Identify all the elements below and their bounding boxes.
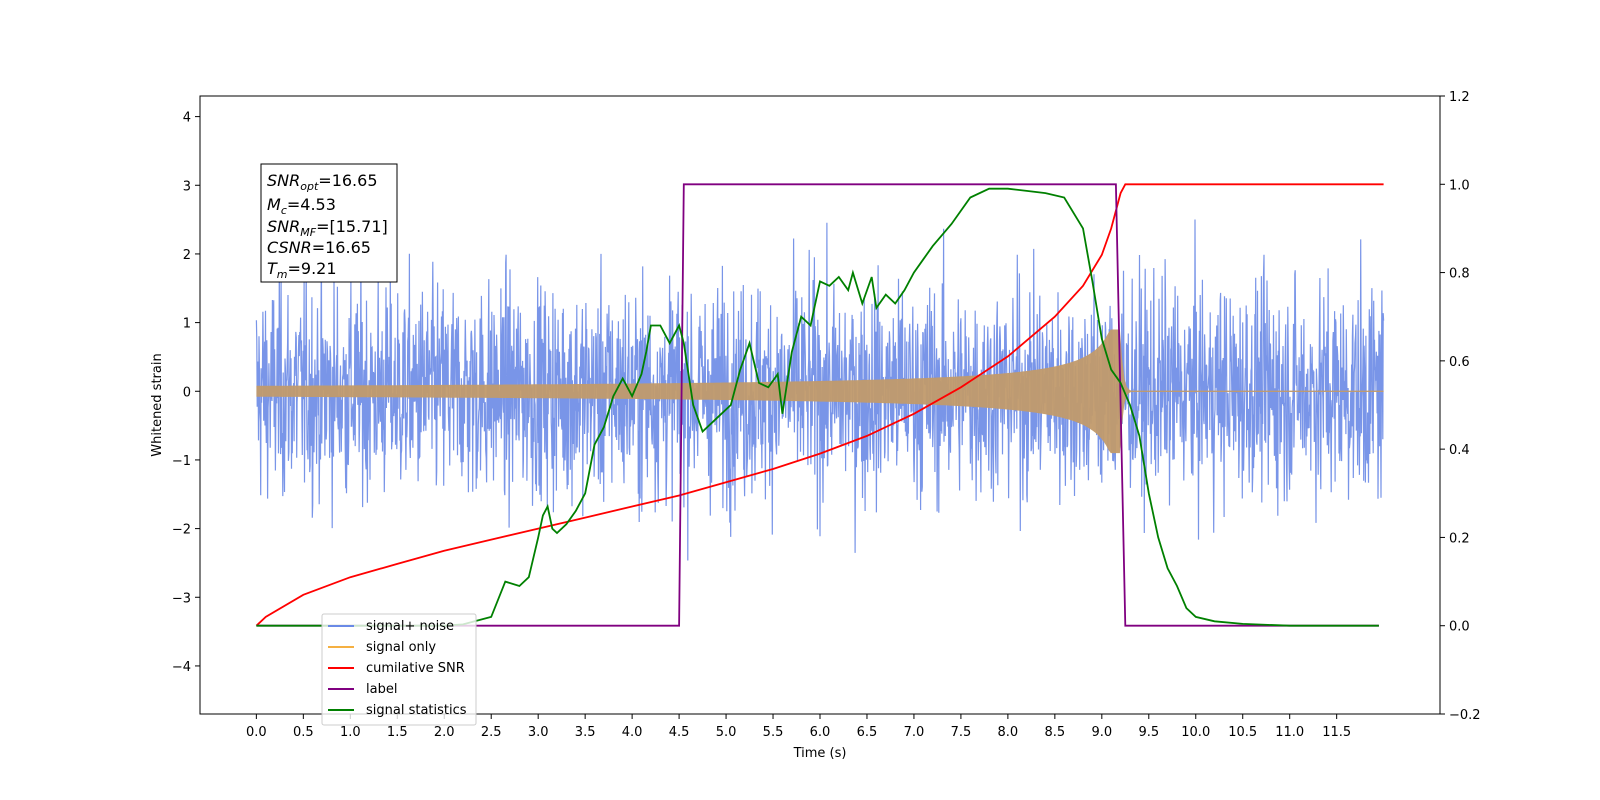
series-signal-statistics-line	[256, 187, 1379, 627]
y-axis-label: Whitened strain	[150, 353, 165, 456]
y-tick-label: 3	[183, 179, 191, 194]
x-tick-label: 9.0	[1091, 725, 1112, 740]
x-tick-label: 2.0	[434, 725, 455, 740]
legend-label-label: label	[366, 682, 397, 697]
info-box-frame	[260, 163, 398, 283]
x-tick-label: 8.0	[998, 725, 1019, 740]
x-tick-label: 5.0	[716, 725, 737, 740]
info-csnr: CSNR=16.65	[267, 238, 371, 257]
y2-tick-label: 0.2	[1449, 531, 1470, 546]
legend-label-cumulative-snr: cumilative SNR	[366, 661, 465, 676]
series-signal-only-band	[256, 329, 1384, 454]
y2-tick-label: 0.4	[1449, 443, 1470, 458]
y2-tick-label: 0.6	[1449, 355, 1470, 370]
x-tick-label: 9.5	[1138, 725, 1159, 740]
series-cumulative-snr-line	[255, 183, 1384, 627]
y2-tick-label: −0.2	[1449, 708, 1481, 723]
x-tick-label: 4.5	[669, 725, 690, 740]
y-tick-label: 2	[183, 248, 191, 263]
legend: signal+ noise signal only cumilative SNR…	[321, 613, 477, 726]
plot-area	[255, 183, 1385, 627]
x-tick-label: 1.5	[387, 725, 408, 740]
x-tick-label: 0.0	[246, 725, 267, 740]
x-axis-label: Time (s)	[793, 746, 847, 761]
x-tick-label: 0.5	[293, 725, 314, 740]
x-tick-label: 4.0	[622, 725, 643, 740]
y-tick-label: −1	[172, 454, 191, 469]
x-tick-label: 2.5	[481, 725, 502, 740]
x-tick-label: 6.0	[810, 725, 831, 740]
x-tick-label: 10.0	[1181, 725, 1210, 740]
y2-tick-label: 1.2	[1449, 90, 1470, 105]
x-tick-label: 1.0	[340, 725, 361, 740]
y-tick-label: −4	[172, 660, 191, 675]
y-tick-label: −2	[172, 523, 191, 538]
x-tick-label: 3.0	[528, 725, 549, 740]
series-label-line	[256, 183, 1379, 627]
x-tick-label: 8.5	[1045, 725, 1066, 740]
legend-label-signal-only: signal only	[366, 640, 436, 655]
legend-label-signal-noise: signal+ noise	[366, 619, 454, 634]
y2-tick-label: 0.0	[1449, 620, 1470, 635]
x-tick-label: 7.0	[904, 725, 925, 740]
series-signal-noise-line	[255, 219, 1385, 561]
x-tick-label: 6.5	[857, 725, 878, 740]
x-tick-label: 10.5	[1228, 725, 1257, 740]
x-tick-label: 7.5	[951, 725, 972, 740]
y2-tick-label: 1.0	[1449, 178, 1470, 193]
info-snr-opt: SNRopt=16.65	[267, 171, 378, 193]
info-tm: Tm=9.21	[267, 259, 337, 281]
info-snr-mf: SNRMF=[15.71]	[267, 217, 388, 239]
legend-label-signal-statistics: signal statistics	[366, 703, 467, 718]
x-tick-label: 11.5	[1322, 725, 1351, 740]
y-tick-label: 0	[183, 385, 191, 400]
y2-tick-label: 0.8	[1449, 267, 1470, 282]
x-tick-label: 11.0	[1275, 725, 1304, 740]
y-tick-label: −3	[172, 591, 191, 606]
y-tick-label: 4	[183, 111, 191, 126]
axes: 0.0 0.5 1.0 1.5 2.0 2.5 3.0 3.5 4.0 4.5 5.0 5.5 6.0 6…	[172, 90, 1481, 740]
x-tick-label: 3.5	[575, 725, 596, 740]
info-mc: Mc=4.53	[267, 195, 336, 217]
legend-frame	[321, 613, 477, 726]
info-box: SNRopt=16.65 Mc=4.53 SNRMF=[15.71] CSNR=…	[260, 163, 398, 283]
x-tick-label: 5.5	[763, 725, 784, 740]
y-tick-label: 1	[183, 317, 191, 332]
